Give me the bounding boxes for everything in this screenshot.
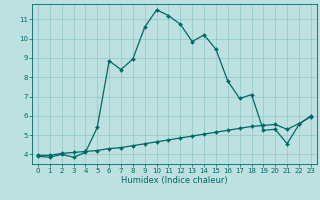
X-axis label: Humidex (Indice chaleur): Humidex (Indice chaleur) <box>121 176 228 185</box>
